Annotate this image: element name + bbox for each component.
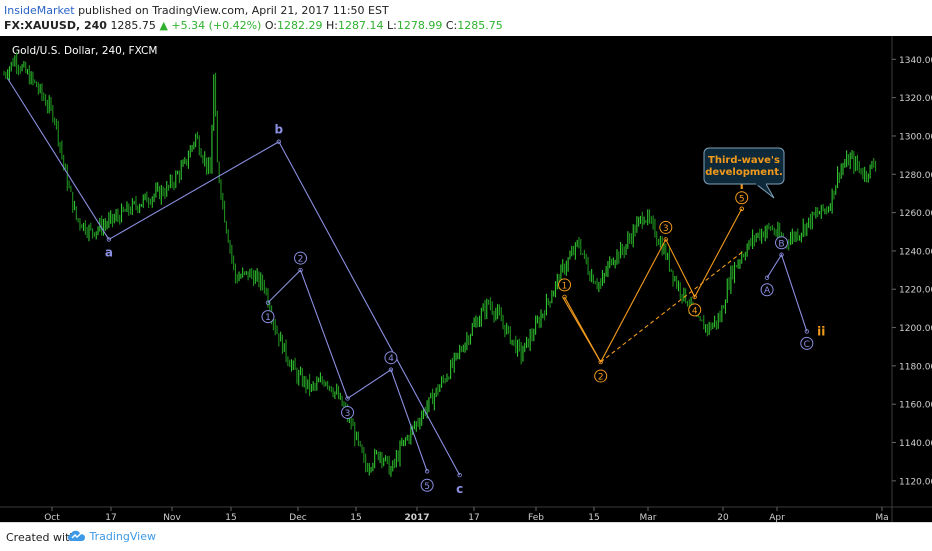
- y-tick-label: 1160.00: [899, 401, 932, 411]
- author-link[interactable]: InsideMarket: [4, 4, 75, 17]
- header: InsideMarket published on TradingView.co…: [0, 0, 932, 36]
- x-tick-label: Mar: [640, 513, 657, 522]
- y-tick-label: 1240.00: [899, 247, 932, 257]
- price-change: ▲ +5.34 (+0.42%): [159, 19, 261, 32]
- wave-label: ii: [817, 324, 825, 338]
- footer: Created with TradingView: [0, 522, 932, 551]
- y-tick-label: 1220.00: [899, 286, 932, 296]
- price-chart[interactable]: Gold/U.S. Dollar, 240, FXCM 1340.00 1320.0…: [0, 36, 932, 522]
- wave-label: 2: [598, 373, 604, 383]
- close-value: 1285.75: [457, 19, 503, 32]
- callout-tail-mask: [756, 183, 766, 186]
- wave-label: 5: [424, 482, 430, 492]
- callout-text: Third-wave's: [708, 155, 780, 166]
- open-label: O:: [265, 19, 277, 32]
- y-tick-label: 1320.00: [899, 94, 932, 104]
- x-tick-label: Oct: [44, 513, 60, 522]
- last-price: 1285.75: [110, 19, 156, 32]
- x-tick-label: Nov: [163, 513, 181, 522]
- x-tick-label: Dec: [289, 513, 306, 522]
- y-tick-label: 1120.00: [899, 477, 932, 487]
- wave-label: 2: [298, 255, 304, 265]
- x-tick-label: 15: [350, 513, 361, 522]
- x-tick-label: Apr: [769, 513, 785, 522]
- y-tick-label: 1300.00: [899, 132, 932, 142]
- wave-label: 3: [345, 409, 351, 419]
- tradingview-brand: TradingView: [90, 530, 156, 543]
- publish-line: InsideMarket published on TradingView.co…: [4, 4, 389, 17]
- ohlc-line: FX:XAUUSD, 240 1285.75 ▲ +5.34 (+0.42%) …: [4, 19, 503, 32]
- wave-label: C: [804, 340, 810, 350]
- close-label: C:: [446, 19, 457, 32]
- wave-label: A: [764, 286, 771, 296]
- y-tick-label: 1200.00: [899, 324, 932, 334]
- wave-label: 3: [663, 224, 669, 234]
- chart-title: Gold/U.S. Dollar, 240, FXCM: [12, 45, 157, 57]
- y-tick-label: 1260.00: [899, 209, 932, 219]
- cloud-icon: [68, 530, 86, 542]
- wave-label: 5: [739, 194, 745, 204]
- x-tick-label: 17: [468, 513, 479, 522]
- wave-label: 4: [692, 306, 698, 316]
- low-label: L:: [387, 19, 397, 32]
- chart-area[interactable]: Gold/U.S. Dollar, 240, FXCM 1340.00 1320.0…: [0, 36, 932, 522]
- tradingview-logo[interactable]: TradingView: [68, 530, 156, 543]
- callout-text: development.: [705, 167, 783, 178]
- x-tick-label: 17: [105, 513, 116, 522]
- high-value: 1287.14: [338, 19, 384, 32]
- wave-label: a: [105, 245, 113, 259]
- chart-background: [0, 36, 932, 522]
- published-text: published on TradingView.com, April 21, …: [78, 4, 389, 17]
- wave-label: b: [275, 123, 284, 137]
- x-tick-label: 2017: [404, 513, 429, 522]
- y-tick-label: 1180.00: [899, 362, 932, 372]
- callout-box: [704, 148, 784, 184]
- y-tick-label: 1340.00: [899, 56, 932, 66]
- y-tick-label: 1280.00: [899, 171, 932, 181]
- y-tick-label: 1140.00: [899, 439, 932, 449]
- wave-label: B: [778, 239, 784, 249]
- wave-label: 1: [265, 313, 271, 323]
- wave-label: 4: [388, 354, 394, 364]
- x-tick-label: 15: [588, 513, 599, 522]
- low-value: 1278.99: [397, 19, 443, 32]
- open-value: 1282.29: [277, 19, 323, 32]
- x-tick-label: 15: [225, 513, 236, 522]
- created-with-text: Created with: [6, 531, 76, 544]
- x-tick-label: 20: [717, 513, 729, 522]
- x-tick-label: Ma: [875, 513, 888, 522]
- high-label: H:: [326, 19, 338, 32]
- x-tick-label: Feb: [528, 513, 544, 522]
- symbol: FX:XAUUSD, 240: [4, 19, 107, 32]
- wave-label: 1: [562, 281, 568, 291]
- wave-label: c: [456, 482, 463, 496]
